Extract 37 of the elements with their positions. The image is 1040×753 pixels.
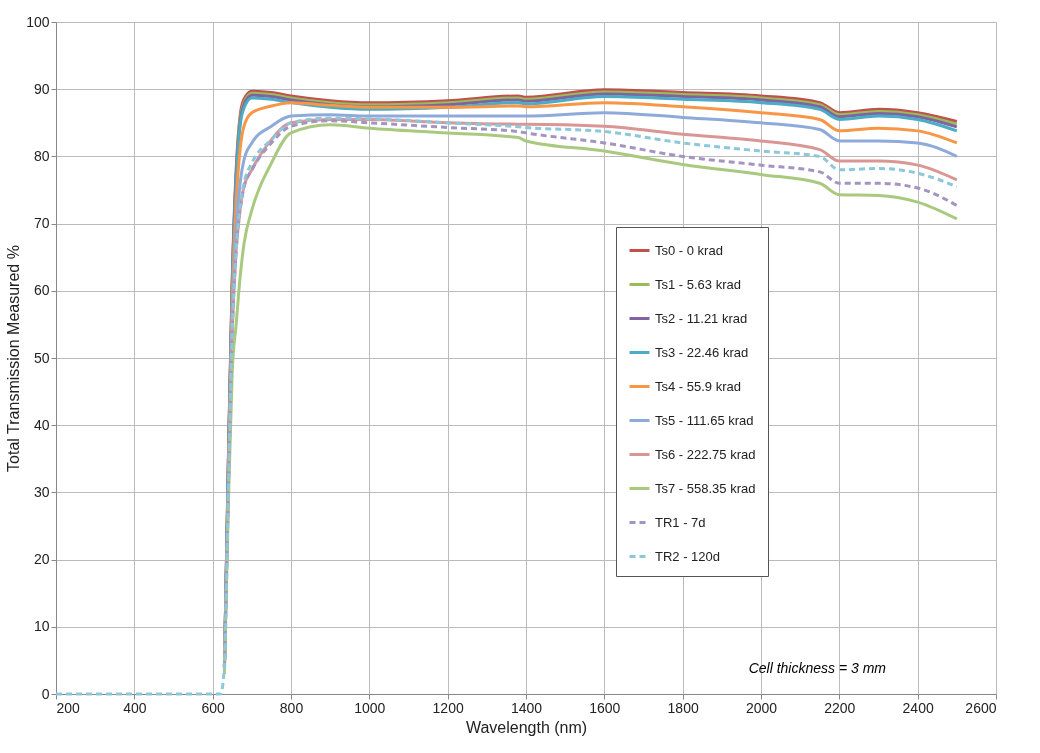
x-tick-label: 1600 <box>589 699 621 716</box>
y-tick-label: 70 <box>33 215 50 232</box>
y-tick-label: 20 <box>33 551 50 568</box>
x-tick-label: 200 <box>56 699 81 716</box>
x-tick-label: 1400 <box>510 699 543 716</box>
legend-label: TR1 - 7d <box>655 514 706 530</box>
x-tick-label: 800 <box>279 699 304 716</box>
legend-label: Ts1 - 5.63 krad <box>655 276 741 292</box>
legend-label: Ts6 - 222.75 krad <box>655 446 756 462</box>
legend-label: Ts7 - 558.35 krad <box>655 480 756 496</box>
legend-label: Ts0 - 0 krad <box>655 242 723 258</box>
legend-label: Ts3 - 22.46 krad <box>655 344 749 360</box>
y-tick-label: 0 <box>41 685 50 702</box>
x-tick-label: 1200 <box>432 699 464 716</box>
legend-label: Ts2 - 11.21 krad <box>655 310 748 326</box>
x-tick-label: 600 <box>201 699 226 716</box>
legend-label: TR2 - 120d <box>655 548 721 564</box>
y-tick-label: 90 <box>33 80 50 97</box>
x-tick-label: 400 <box>123 699 147 716</box>
y-tick-label: 50 <box>33 349 50 366</box>
annotation: Cell thickness = 3 mm <box>748 660 887 676</box>
legend-label: Ts5 - 111.65 krad <box>655 412 754 428</box>
y-tick-label: 10 <box>33 618 50 635</box>
x-tick-label: 1800 <box>667 699 699 716</box>
y-tick-label: 80 <box>33 147 50 164</box>
x-axis-title: Wavelength (nm) <box>465 718 588 736</box>
y-tick-label: 30 <box>33 483 50 500</box>
y-tick-label: 40 <box>33 416 50 433</box>
x-tick-label: 2000 <box>745 699 778 716</box>
y-tick-label: 100 <box>26 13 50 30</box>
x-tick-label: 1000 <box>354 699 386 716</box>
legend-label: Ts4 - 55.9 krad <box>655 378 741 394</box>
x-tick-label: 2600 <box>965 699 997 716</box>
x-tick-label: 2200 <box>824 699 856 716</box>
y-axis-title: Total Transmission Measured % <box>5 245 23 472</box>
y-tick-label: 60 <box>33 282 50 299</box>
x-tick-label: 2400 <box>902 699 934 716</box>
